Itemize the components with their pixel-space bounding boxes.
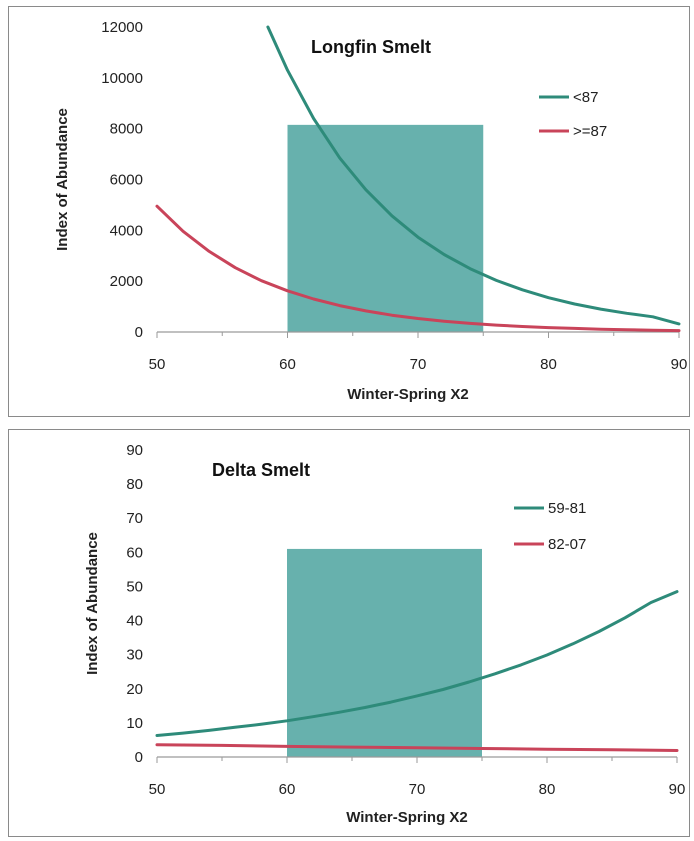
longfin-smelt-chart: 50 60 70 80 90 0 2000 4000 6000 8000 10000 12000 <87…	[54, 19, 688, 403]
y-tick-label: 80	[126, 476, 143, 493]
y-tick-label: 0	[135, 324, 143, 341]
y-tick-label: 70	[126, 510, 143, 527]
shaded-region	[287, 124, 484, 333]
longfin-smelt-chart-panel: 50 60 70 80 90 0 2000 4000 6000 8000 10000 12000 <87…	[8, 6, 690, 417]
y-tick-label: 30	[126, 647, 143, 664]
x-tick-label: 60	[279, 356, 296, 373]
y-tick-label: 2000	[110, 273, 143, 290]
x-tick-label: 50	[149, 356, 166, 373]
x-tick-label: 80	[540, 356, 557, 373]
y-tick-label: 90	[126, 442, 143, 459]
y-tick-label: 0	[135, 749, 143, 766]
x-tick-label: 60	[279, 781, 296, 798]
x-tick-label: 70	[410, 356, 427, 373]
x-tick-label: 90	[669, 781, 686, 798]
y-tick-label: 10	[126, 715, 143, 732]
legend-label-2: >=87	[573, 123, 607, 140]
delta-smelt-chart-panel: 50 60 70 80 90 0 10 20 30 40 50 60 70 80 90 59-81 82-07 D…	[8, 429, 690, 837]
chart-title: Longfin Smelt	[311, 37, 431, 57]
y-tick-label: 4000	[110, 222, 143, 239]
x-axis-title: Winter-Spring X2	[346, 809, 468, 826]
y-axis-title: Index of Abundance	[54, 108, 71, 251]
shaded-region	[287, 548, 482, 757]
chart-title: Delta Smelt	[212, 460, 310, 480]
y-tick-label: 8000	[110, 121, 143, 138]
delta-smelt-chart: 50 60 70 80 90 0 10 20 30 40 50 60 70 80 90 59-81 82-07 D…	[84, 442, 686, 826]
legend-label-2: 82-07	[548, 536, 586, 553]
x-tick-label: 90	[671, 356, 688, 373]
y-tick-label: 10000	[101, 70, 143, 87]
series-line-2	[155, 204, 681, 333]
legend-label-1: <87	[573, 89, 598, 106]
x-tick-label: 80	[539, 781, 556, 798]
y-tick-label: 60	[126, 544, 143, 561]
x-tick-label: 50	[149, 781, 166, 798]
y-tick-label: 40	[126, 613, 143, 630]
y-tick-label: 50	[126, 578, 143, 595]
x-axis-title: Winter-Spring X2	[347, 386, 469, 403]
series-line-1	[266, 25, 681, 326]
series-line-2	[155, 743, 679, 752]
x-tick-label: 70	[409, 781, 426, 798]
y-axis-title: Index of Abundance	[84, 532, 101, 675]
y-tick-label: 12000	[101, 19, 143, 36]
y-tick-label: 20	[126, 681, 143, 698]
series-line-1	[155, 590, 679, 737]
legend-label-1: 59-81	[548, 500, 586, 517]
y-tick-label: 6000	[110, 172, 143, 189]
